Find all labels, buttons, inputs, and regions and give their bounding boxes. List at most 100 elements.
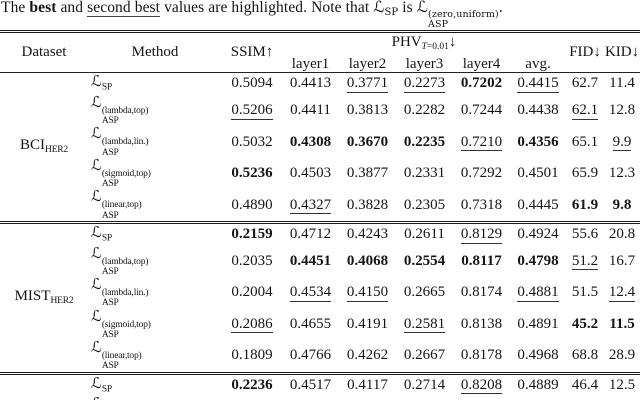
- method-subscript: ASP: [101, 298, 119, 309]
- metric-value: 0.4445: [517, 196, 559, 213]
- method-superscript: (lambda,lin.): [101, 288, 149, 299]
- dataset-subscript: HER2: [45, 145, 68, 156]
- value-cell-fid: 61.9: [566, 189, 604, 222]
- method-superscript: (sigmoid,top): [101, 319, 151, 330]
- caption-text: and: [56, 0, 88, 16]
- second-best-value: 12.4: [608, 284, 636, 302]
- value-cell-ssim: 0.2096: [222, 396, 282, 400]
- col-header-layer1: layer1: [282, 56, 339, 73]
- best-value: 9.8: [612, 196, 632, 213]
- value-cell-layer4: 0.8138: [453, 309, 510, 341]
- metric-value: 0.4262: [346, 347, 389, 364]
- value-cell-layer4: 0.8129: [453, 220, 510, 246]
- method-subscript: SP: [101, 384, 112, 395]
- value-cell-ssim: 0.5236: [222, 158, 282, 190]
- value-cell-layer1: 0.4534: [282, 277, 339, 309]
- best-value: 11.5: [609, 315, 635, 332]
- value-cell-layer1: 0.4413: [282, 73, 339, 95]
- best-value: 0.5236: [231, 165, 273, 182]
- metric-value: 0.4968: [517, 347, 559, 364]
- col-header-layer4: layer4: [453, 56, 510, 73]
- value-cell-fid: 42.4: [566, 396, 604, 400]
- value-cell-avg: 0.4415: [510, 73, 566, 95]
- value-cell-layer1: 0.4712: [282, 220, 339, 246]
- loss-symbol: ℒ: [91, 275, 102, 294]
- table-row: BCIHER2 ℒSP 0.5094 0.4413 0.3771 0.2273 0.7202…: [0, 73, 640, 155]
- table-row: ℒ (sigmoid,top) ASP 0.5236 0.4503 0.3877 0.233…: [0, 157, 640, 190]
- metric-value: 0.3877: [346, 165, 389, 182]
- col-header-method: Method: [88, 31, 222, 73]
- value-cell-layer3: 0.2676: [396, 396, 453, 400]
- method-sup-sub: (linear,top) ASP: [102, 200, 142, 221]
- metric-value: 0.4438: [517, 102, 559, 119]
- value-cell-avg: 0.4438: [510, 95, 566, 127]
- metric-value: 28.9: [608, 347, 636, 364]
- metric-value: 0.2004: [231, 284, 273, 301]
- metric-value: 12.5: [608, 376, 636, 393]
- value-cell-layer3: 0.2282: [396, 95, 453, 127]
- best-value: 0.2159: [231, 226, 273, 243]
- value-cell-layer2: 0.4191: [339, 309, 396, 341]
- method-sup-sub: (sigmoid,top) ASP: [102, 320, 151, 341]
- value-cell-ssim: 0.2086: [222, 309, 282, 341]
- metric-value: 0.4191: [346, 315, 389, 332]
- value-cell-layer2: 0.4068: [339, 246, 396, 278]
- value-cell-layer2: 0.4150: [339, 277, 396, 309]
- loss-symbol: ℒ: [91, 243, 102, 262]
- value-cell-layer3: 0.2235: [396, 126, 453, 158]
- method-superscript: (linear,top): [101, 200, 142, 211]
- second-best-value: 0.8129: [460, 226, 503, 244]
- math-loss-sp: ℒSP: [373, 0, 399, 18]
- second-best-value: 0.7210: [460, 133, 503, 152]
- method-subscript: ASP: [101, 266, 119, 277]
- col-header-layer2: layer2: [339, 56, 396, 73]
- value-cell-ssim: 0.2236: [222, 371, 282, 397]
- value-cell-layer2: 0.3813: [339, 95, 396, 127]
- metric-value: 0.1809: [231, 347, 273, 364]
- value-cell-layer4: 0.8215: [453, 396, 510, 400]
- metric-value: 65.1: [571, 133, 599, 150]
- metric-value: 0.4655: [289, 315, 332, 332]
- second-best-value: 9.9: [612, 133, 632, 152]
- metric-value: 46.4: [571, 376, 599, 393]
- value-cell-ssim: 0.5206: [222, 95, 282, 127]
- value-cell-layer2: 0.4243: [339, 220, 396, 246]
- dataset-label: BCIHER2: [0, 73, 88, 223]
- value-cell-layer1: 0.4517: [282, 371, 339, 397]
- value-cell-kid: 12.5: [604, 371, 640, 397]
- method-subscript: SP: [101, 233, 112, 244]
- loss-symbol: ℒ: [91, 338, 102, 357]
- method-superscript: (lambda,top): [101, 256, 149, 267]
- metric-value: 0.4517: [289, 376, 332, 393]
- value-cell-layer4: 0.8117: [453, 246, 510, 278]
- value-cell-layer4: 0.7202: [453, 73, 510, 95]
- table-row: ℒ (linear,top) ASP 0.1809 0.4766 0.4262 0.2667…: [0, 340, 640, 373]
- metric-value: 0.2035: [231, 252, 273, 269]
- best-value: 0.4308: [289, 133, 332, 150]
- value-cell-avg: 0.4445: [510, 189, 566, 222]
- metric-value: 0.4413: [289, 75, 332, 92]
- second-best-value: 0.5206: [231, 102, 273, 120]
- method-label: ℒ (sigmoid,top) ASP: [88, 308, 222, 341]
- value-cell-kid: 9.9: [604, 126, 640, 158]
- best-value: 0.3670: [346, 133, 389, 150]
- metric-value: 0.4501: [517, 165, 559, 182]
- loss-symbol: ℒ: [91, 92, 102, 111]
- method-sup-sub: (lambda,top) ASP: [101, 105, 149, 127]
- value-cell-fid: 65.1: [566, 126, 604, 158]
- value-cell-kid: 12.3: [604, 158, 640, 190]
- metric-value: 0.7292: [460, 165, 503, 182]
- value-cell-fid: 45.2: [566, 309, 604, 341]
- dataset-label: MISTER: [0, 371, 88, 400]
- value-cell-layer3: 0.2273: [396, 73, 453, 95]
- value-cell-layer4: 0.7244: [453, 95, 510, 127]
- value-cell-layer3: 0.2305: [396, 189, 453, 222]
- value-cell-layer1: 0.4388: [282, 396, 339, 400]
- value-cell-ssim: 0.1809: [222, 340, 282, 373]
- metric-value: 55.6: [571, 226, 599, 243]
- second-best-value: 0.4327: [289, 196, 332, 215]
- value-cell-layer4: 0.8178: [453, 340, 510, 373]
- method-superscript: (lambda,top): [101, 105, 149, 116]
- value-cell-layer4: 0.7210: [453, 126, 510, 158]
- metric-value: 11.4: [609, 75, 635, 92]
